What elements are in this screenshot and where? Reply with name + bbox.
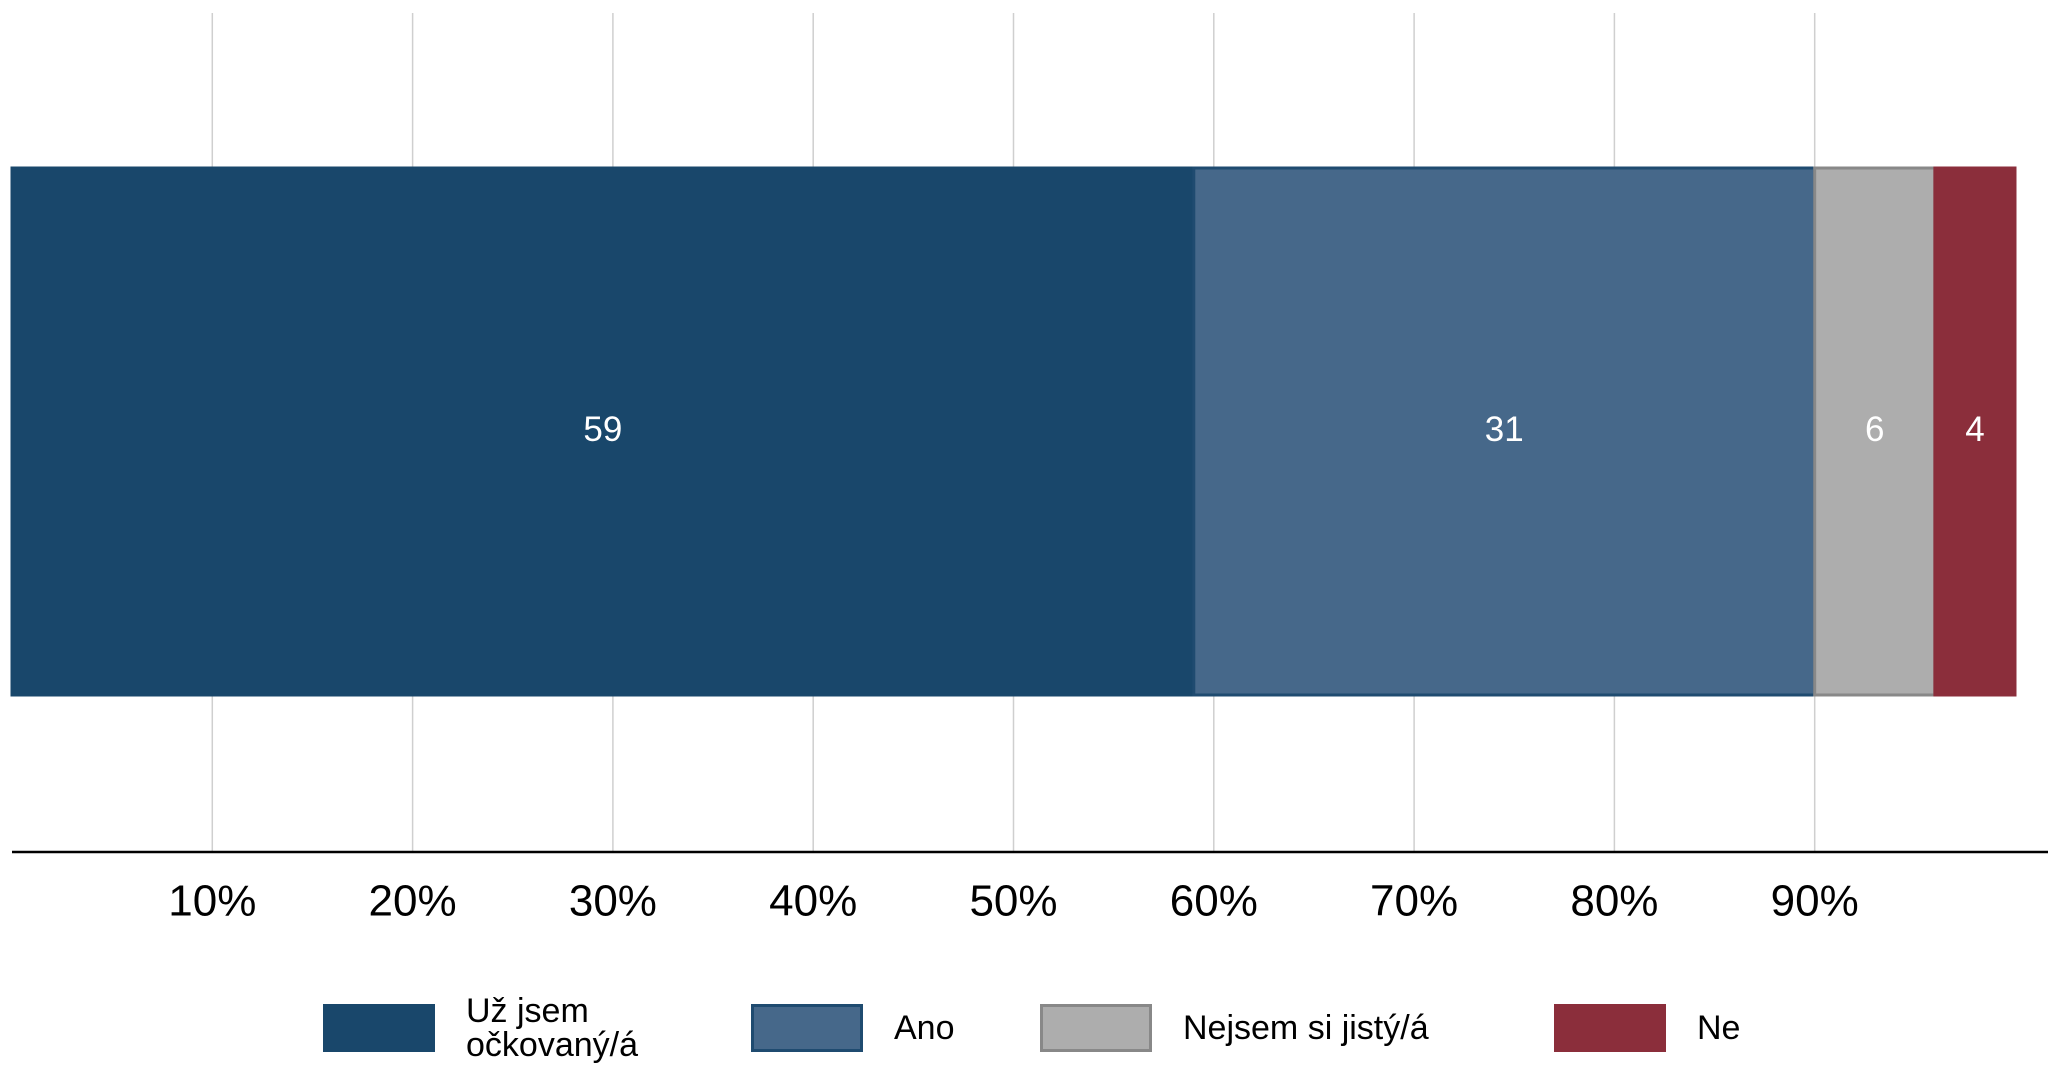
- x-tick-label: 90%: [1771, 877, 1859, 926]
- x-tick-label: 30%: [569, 877, 657, 926]
- legend-label: Ne: [1697, 1008, 1741, 1047]
- x-tick-label: 70%: [1370, 877, 1458, 926]
- data-label: 31: [1485, 410, 1524, 449]
- legend-label: Už jsem očkovaný/á: [466, 992, 638, 1064]
- legend-swatch: [751, 1004, 863, 1052]
- legend-swatch: [323, 1004, 435, 1052]
- x-tick-label: 50%: [969, 877, 1057, 926]
- x-tick-label: 80%: [1570, 877, 1658, 926]
- data-label: 4: [1965, 410, 1984, 449]
- legend-item: Už jsem očkovaný/á: [323, 990, 666, 1066]
- x-tick-label: 40%: [769, 877, 857, 926]
- legend-label: Ano: [894, 1008, 955, 1047]
- x-tick-label: 60%: [1170, 877, 1258, 926]
- legend-swatch: [1040, 1004, 1152, 1052]
- legend-item: Nejsem si jistý/á: [1040, 990, 1429, 1066]
- bar-segment: [1933, 166, 2017, 697]
- legend-label: Nejsem si jistý/á: [1183, 1008, 1429, 1047]
- x-tick-label: 10%: [168, 877, 256, 926]
- legend-item: Ne: [1554, 990, 1740, 1066]
- chart: 10% 20% 30% 40% 50% 60% 70% 80% 90% 59 31 6 4: [10, 13, 2048, 926]
- legend-item: Ano: [751, 990, 955, 1066]
- bar-segment: [1192, 166, 1817, 697]
- data-label: 6: [1865, 410, 1884, 449]
- data-label: 59: [583, 410, 622, 449]
- bar-segment: [1813, 166, 1937, 697]
- legend-swatch: [1554, 1004, 1666, 1052]
- x-tick-label: 20%: [369, 877, 457, 926]
